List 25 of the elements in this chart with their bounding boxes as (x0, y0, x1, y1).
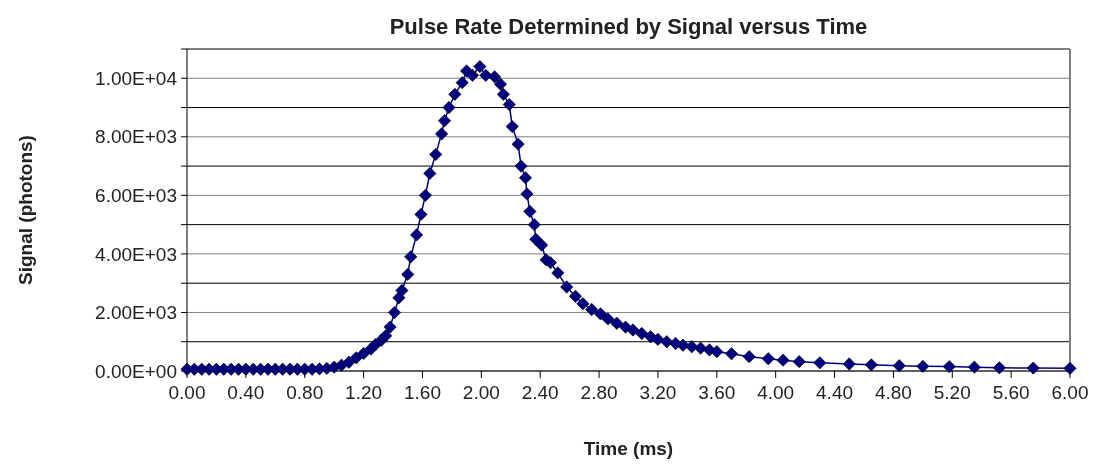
x-tick-label: 6.00 (1051, 382, 1089, 403)
x-tick-label: 0.00 (168, 382, 206, 403)
x-tick-label: 4.80 (874, 382, 912, 403)
y-tick-label: 4.00E+03 (95, 243, 177, 265)
chart-title: Pulse Rate Determined by Signal versus Time (389, 14, 868, 39)
y-tick-label: 8.00E+03 (95, 126, 177, 148)
y-tick-label: 0.00E+00 (95, 360, 177, 382)
y-tick-label: 6.00E+03 (95, 185, 177, 207)
x-tick-label: 0.80 (286, 382, 324, 403)
x-tick-label: 2.80 (580, 382, 618, 403)
x-tick-label: 2.00 (462, 382, 500, 403)
x-tick-label: 2.40 (521, 382, 559, 403)
x-tick-label: 1.60 (403, 382, 441, 403)
y-tick-label: 2.00E+03 (95, 302, 177, 324)
y-tick-label: 1.00E+04 (95, 67, 178, 89)
y-axis-title: Signal (photons) (15, 135, 36, 285)
x-axis-title: Time (ms) (583, 438, 674, 459)
x-tick-label: 0.40 (227, 382, 265, 403)
x-tick-label: 5.20 (933, 382, 971, 403)
x-tick-label: 3.20 (639, 382, 677, 403)
x-tick-label: 4.00 (757, 382, 795, 403)
x-tick-label: 3.60 (698, 382, 736, 403)
x-tick-label: 5.60 (992, 382, 1030, 403)
x-tick-label: 4.40 (816, 382, 854, 403)
x-tick-label: 1.20 (345, 382, 383, 403)
